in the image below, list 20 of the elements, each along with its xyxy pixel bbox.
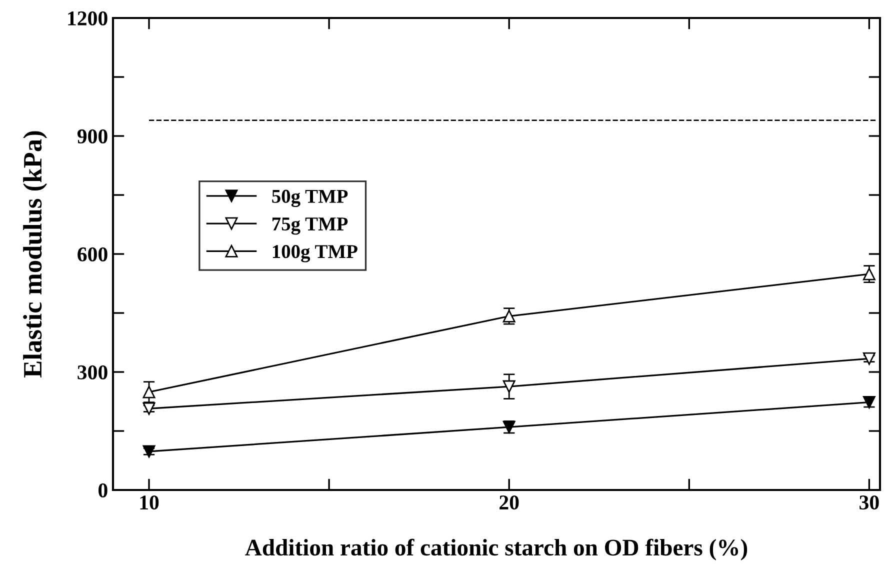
point: [142, 445, 156, 458]
point: [862, 268, 876, 280]
x-tick-label: 20: [500, 495, 519, 510]
legend-label: 100g TMP: [272, 245, 358, 262]
y-tick-label: 900: [77, 129, 108, 144]
x-tick-label: 10: [140, 495, 159, 510]
y-tick-label: 300: [78, 365, 108, 380]
legend-label: 50g TMP: [272, 190, 348, 208]
y-tick-label: 1200: [68, 11, 108, 26]
y-tick-label: 600: [78, 247, 108, 262]
point: [502, 380, 516, 393]
point: [142, 386, 156, 398]
legend-label: 75g TMP: [272, 218, 348, 235]
y-axis-title: Elastic modulus (kPa): [23, 131, 48, 378]
point: [502, 310, 516, 322]
y-tick-label: 0: [98, 483, 108, 498]
x-axis-title: Addition ratio of cationic starch on OD fibers (%): [245, 538, 748, 560]
point: [142, 402, 156, 415]
x-tick-label: 30: [860, 495, 879, 510]
point: [862, 352, 876, 365]
